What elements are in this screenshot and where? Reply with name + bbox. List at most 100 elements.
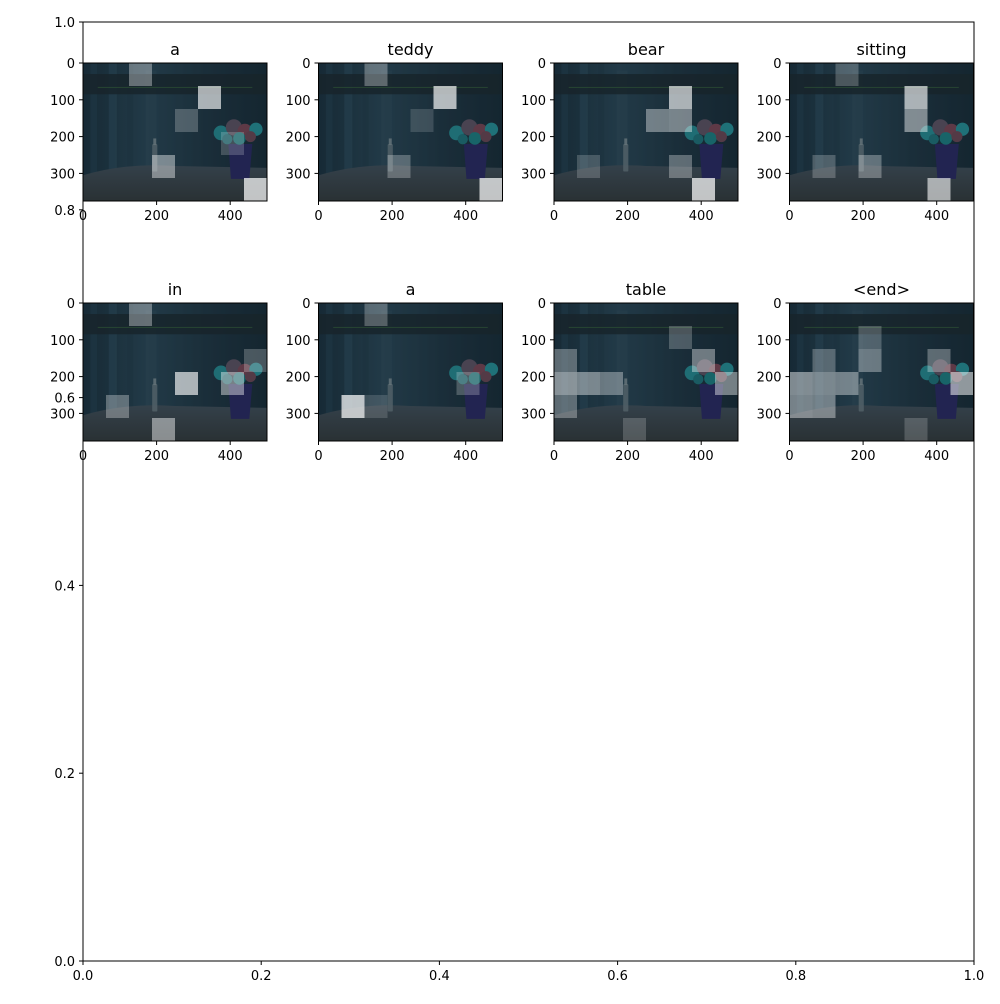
attention-cell xyxy=(198,86,221,109)
panel-y-tick-label: 200 xyxy=(286,131,311,146)
attention-dim-overlay xyxy=(554,303,738,441)
attention-cell xyxy=(129,303,152,326)
attention-panel: teddy 0 200 400 0 100 200 300 xyxy=(286,40,503,224)
panel-x-tick-label: 200 xyxy=(144,449,169,464)
attention-cell xyxy=(554,372,577,395)
panel-frame xyxy=(318,62,503,202)
panel-y-tick-label: 300 xyxy=(286,407,311,422)
attention-panel: in 0 200 400 0 100 200 300 xyxy=(50,280,268,464)
panel-y-tick-label: 200 xyxy=(286,371,311,386)
attention-cell xyxy=(364,63,388,86)
attention-cell xyxy=(244,349,267,372)
attention-panel: a 0 200 400 0 100 200 300 xyxy=(286,280,503,464)
x-tick-label: 0.2 xyxy=(251,969,272,984)
panel-y-tick-label: 200 xyxy=(521,371,546,386)
panel-y-tick-label: 0 xyxy=(302,57,310,72)
y-tick-label: 0.2 xyxy=(54,767,75,782)
panel-y-tick-label: 200 xyxy=(50,131,75,146)
panel-title: a xyxy=(406,280,416,299)
attention-panel: sitting 0 200 400 0 100 200 300 xyxy=(757,40,974,224)
y-tick-label: 0.6 xyxy=(54,392,75,407)
attention-cell xyxy=(129,63,152,86)
x-tick-label: 0.0 xyxy=(73,969,94,984)
y-tick-label: 0.4 xyxy=(54,579,75,594)
panel-frame xyxy=(82,62,268,202)
panel-title: table xyxy=(626,280,667,299)
panel-y-tick-label: 200 xyxy=(50,371,75,386)
panel-x-tick-label: 400 xyxy=(453,209,478,224)
attention-cell xyxy=(152,418,175,441)
panel-x-tick-label: 200 xyxy=(615,209,640,224)
attention-cell xyxy=(152,155,175,178)
y-tick-label: 0.8 xyxy=(54,204,75,219)
attention-cell xyxy=(341,395,365,418)
panel-y-tick-label: 300 xyxy=(757,167,782,182)
attention-cell xyxy=(812,395,836,418)
attention-cell xyxy=(244,178,267,201)
attention-cell xyxy=(812,372,836,395)
attention-cell xyxy=(927,349,951,372)
panel-x-tick-label: 200 xyxy=(380,449,405,464)
panel-x-tick-label: 200 xyxy=(851,209,876,224)
attention-cell xyxy=(669,86,692,109)
panel-x-tick-label: 0 xyxy=(550,449,558,464)
panel-y-tick-label: 100 xyxy=(521,94,546,109)
panel-x-tick-label: 400 xyxy=(689,449,714,464)
panel-x-tick-label: 400 xyxy=(924,209,949,224)
panel-y-tick-label: 0 xyxy=(302,297,310,312)
attention-cell xyxy=(950,372,974,395)
attention-cell xyxy=(364,395,388,418)
attention-cell xyxy=(221,372,244,395)
attention-cell xyxy=(812,349,836,372)
panel-y-tick-label: 300 xyxy=(521,407,546,422)
attention-cell xyxy=(106,395,129,418)
attention-panels: a 0 200 400 0 100 200 300 teddy 0 200 400 0 100 200 300… xyxy=(50,40,974,464)
panel-title: <end> xyxy=(853,280,910,299)
panel-title: bear xyxy=(628,40,665,59)
panel-x-tick-label: 400 xyxy=(218,209,243,224)
panel-frame xyxy=(553,62,739,202)
attention-cell xyxy=(812,155,836,178)
attention-cell xyxy=(835,63,859,86)
attention-dim-overlay xyxy=(318,63,503,201)
attention-dim-overlay xyxy=(789,303,974,441)
panel-y-tick-label: 100 xyxy=(50,334,75,349)
attention-cell xyxy=(479,178,503,201)
panel-y-tick-label: 100 xyxy=(757,334,782,349)
attention-cell xyxy=(364,303,388,326)
x-tick-label: 0.6 xyxy=(607,969,628,984)
attention-cell xyxy=(904,109,928,132)
attention-cell xyxy=(433,86,457,109)
panel-y-tick-label: 0 xyxy=(773,57,781,72)
attention-cell xyxy=(835,372,859,395)
y-tick-label: 0.0 xyxy=(54,955,75,970)
panel-x-tick-label: 200 xyxy=(615,449,640,464)
panel-title: a xyxy=(170,40,180,59)
panel-x-tick-label: 400 xyxy=(218,449,243,464)
attention-cell xyxy=(456,372,480,395)
panel-x-tick-label: 200 xyxy=(144,209,169,224)
panel-frame xyxy=(789,62,974,202)
panel-x-tick-label: 400 xyxy=(689,209,714,224)
panel-x-tick-label: 0 xyxy=(785,449,793,464)
panel-title: teddy xyxy=(388,40,434,59)
attention-cell xyxy=(623,418,646,441)
x-tick-label: 0.8 xyxy=(785,969,806,984)
attention-cell xyxy=(669,155,692,178)
panel-y-tick-label: 0 xyxy=(773,297,781,312)
attention-cell xyxy=(577,155,600,178)
panel-y-tick-label: 100 xyxy=(757,94,782,109)
attention-cell xyxy=(692,349,715,372)
attention-cell xyxy=(669,326,692,349)
panel-y-tick-label: 300 xyxy=(757,407,782,422)
panel-y-tick-label: 0 xyxy=(538,57,546,72)
attention-cell xyxy=(387,155,411,178)
panel-y-tick-label: 200 xyxy=(757,131,782,146)
panel-y-tick-label: 200 xyxy=(757,371,782,386)
panel-frame xyxy=(318,302,503,442)
panel-x-tick-label: 400 xyxy=(924,449,949,464)
panel-x-tick-label: 0 xyxy=(79,449,87,464)
y-tick-label: 1.0 xyxy=(54,16,75,31)
panel-y-tick-label: 100 xyxy=(521,334,546,349)
panel-x-tick-label: 200 xyxy=(380,209,405,224)
